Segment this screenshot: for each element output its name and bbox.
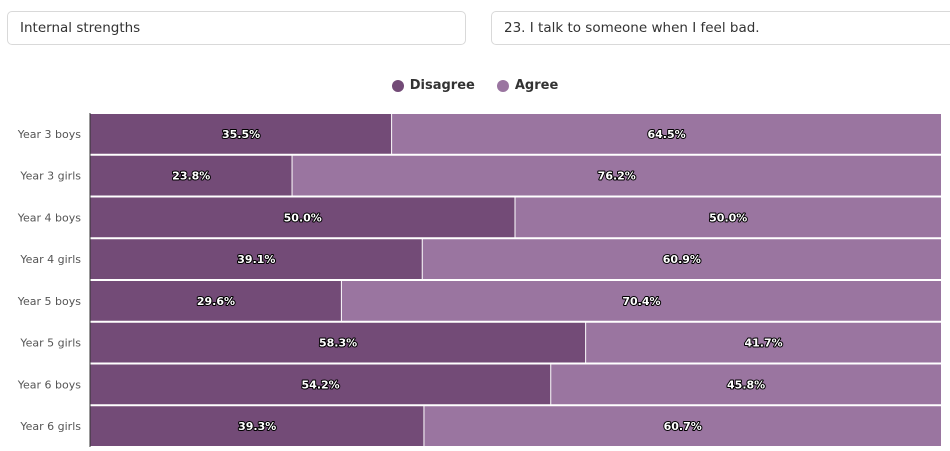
category-select-value: Internal strengths xyxy=(20,20,141,36)
data-label-agree-year-3-girls: 76.2% xyxy=(598,170,636,183)
legend-item-agree[interactable]: Agree xyxy=(496,78,559,93)
bar-disagree-year-4-girls[interactable] xyxy=(90,239,422,279)
category-label-year-3-boys: Year 3 boys xyxy=(17,128,82,141)
legend-label-agree: Agree xyxy=(514,78,559,93)
bar-disagree-year-5-girls[interactable] xyxy=(90,322,586,363)
bar-agree-year-4-boys[interactable] xyxy=(515,197,942,238)
chart-legend: Disagree Agree xyxy=(0,78,950,93)
data-label-disagree-year-5-girls: 58.3% xyxy=(319,337,357,350)
legend-swatch-disagree xyxy=(391,79,404,92)
data-label-agree-year-4-girls: 60.9% xyxy=(663,253,701,266)
legend-item-disagree[interactable]: Disagree xyxy=(391,78,475,93)
data-label-disagree-year-6-boys: 54.2% xyxy=(302,378,340,391)
bar-disagree-year-3-girls[interactable] xyxy=(90,155,292,196)
bar-agree-year-3-boys[interactable] xyxy=(392,114,942,154)
bar-disagree-year-3-boys[interactable] xyxy=(90,114,392,154)
data-label-agree-year-6-boys: 45.8% xyxy=(727,378,765,391)
bar-agree-year-4-girls[interactable] xyxy=(422,239,942,279)
category-label-year-6-boys: Year 6 boys xyxy=(17,378,82,391)
data-label-disagree-year-4-girls: 39.1% xyxy=(237,253,275,266)
bar-disagree-year-5-boys[interactable] xyxy=(90,281,341,321)
bar-agree-year-6-girls[interactable] xyxy=(424,406,941,446)
legend-label-disagree: Disagree xyxy=(409,78,475,93)
data-label-agree-year-5-girls: 41.7% xyxy=(744,337,782,350)
category-label-year-4-girls: Year 4 girls xyxy=(19,253,81,266)
category-label-year-4-boys: Year 4 boys xyxy=(17,211,82,224)
question-select-value: 23. I talk to someone when I feel bad. xyxy=(504,20,760,36)
bar-disagree-year-4-boys[interactable] xyxy=(90,197,515,238)
data-label-agree-year-4-boys: 50.0% xyxy=(709,211,747,224)
bar-agree-year-5-girls[interactable] xyxy=(586,322,941,363)
data-label-disagree-year-6-girls: 39.3% xyxy=(238,420,276,433)
bar-disagree-year-6-boys[interactable] xyxy=(90,364,551,405)
category-label-year-5-boys: Year 5 boys xyxy=(17,295,82,308)
category-select[interactable]: Internal strengths xyxy=(7,11,466,45)
data-label-agree-year-3-boys: 64.5% xyxy=(647,128,685,141)
data-label-disagree-year-3-boys: 35.5% xyxy=(222,128,260,141)
category-label-year-3-girls: Year 3 girls xyxy=(19,170,81,183)
data-label-agree-year-5-boys: 70.4% xyxy=(622,295,660,308)
bar-agree-year-6-boys[interactable] xyxy=(551,364,941,405)
data-label-agree-year-6-girls: 60.7% xyxy=(664,420,702,433)
data-label-disagree-year-5-boys: 29.6% xyxy=(197,295,235,308)
data-label-disagree-year-4-boys: 50.0% xyxy=(284,211,322,224)
data-label-disagree-year-3-girls: 23.8% xyxy=(172,170,210,183)
legend-swatch-agree xyxy=(496,79,509,92)
bar-agree-year-3-girls[interactable] xyxy=(292,155,942,196)
bar-disagree-year-6-girls[interactable] xyxy=(90,406,424,446)
question-select[interactable]: 23. I talk to someone when I feel bad. xyxy=(491,11,950,45)
category-label-year-5-girls: Year 5 girls xyxy=(19,337,81,350)
bar-agree-year-5-boys[interactable] xyxy=(341,281,941,321)
category-label-year-6-girls: Year 6 girls xyxy=(19,420,81,433)
